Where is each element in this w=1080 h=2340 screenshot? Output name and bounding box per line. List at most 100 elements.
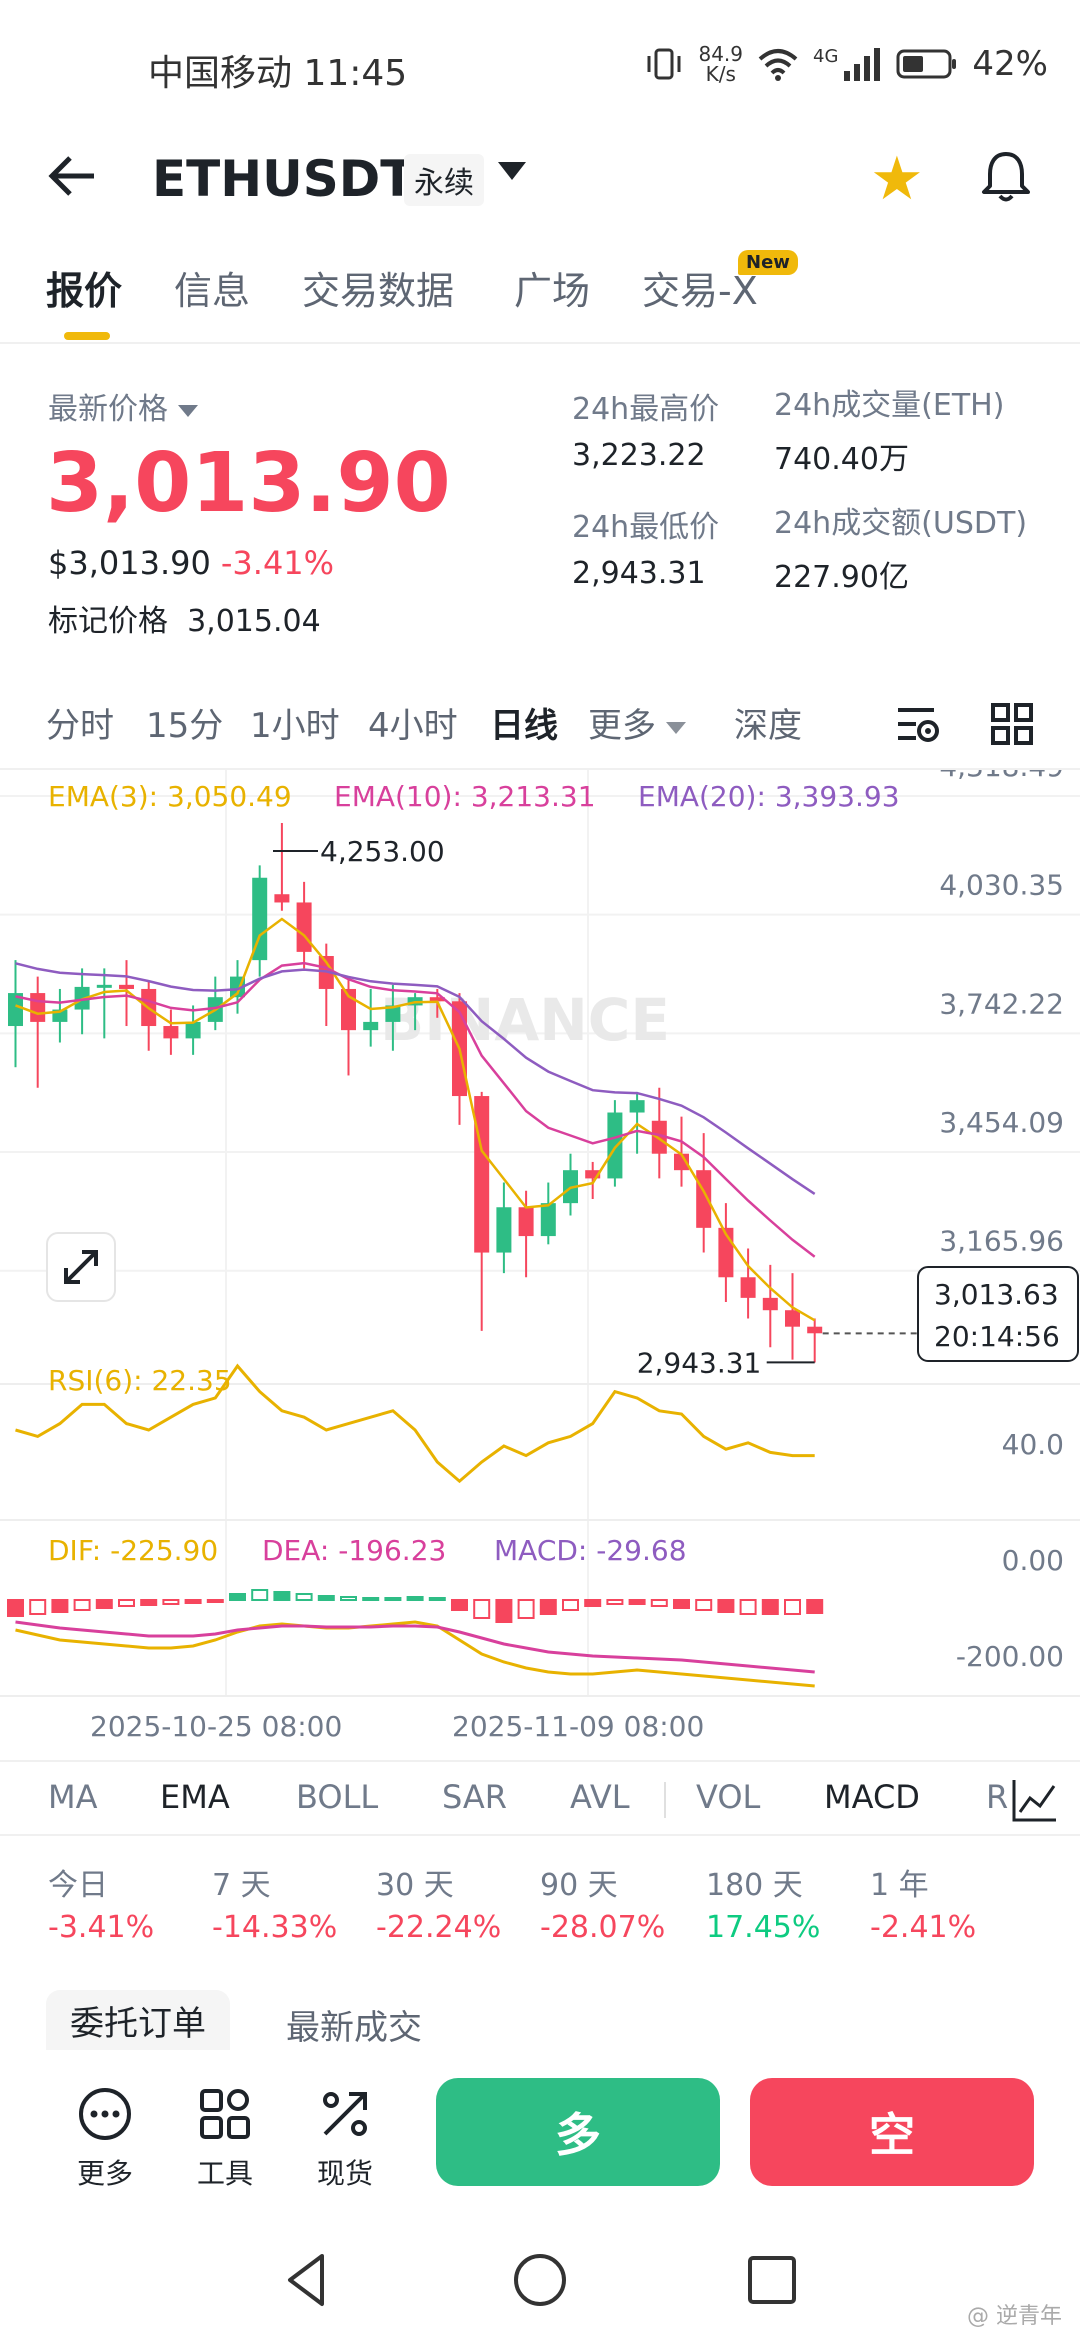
symbol-title[interactable]: ETHUSDT (152, 150, 415, 208)
indicator-rsi[interactable]: R (986, 1778, 1009, 1816)
latest-price-selector[interactable]: 最新价格 (48, 384, 198, 428)
indicator-chart-icon[interactable] (1010, 1776, 1060, 1824)
back-button[interactable] (44, 148, 114, 218)
more-dots-icon (79, 2088, 131, 2140)
candle-body (496, 1207, 512, 1253)
rsi-tick: 40.0 (1002, 1428, 1064, 1461)
macd-bar (628, 1599, 646, 1605)
change-percent: -3.41% (220, 544, 335, 582)
candle-body (518, 1207, 534, 1237)
interval-more-label: 更多 (588, 706, 656, 746)
perf-7d: 7 天 -14.33% (212, 1860, 337, 1945)
indicator-avl[interactable]: AVL (570, 1778, 630, 1816)
stat-24h-high: 24h最高价 3,223.22 (572, 384, 719, 473)
stat-value: 740.40万 (774, 442, 909, 477)
countdown: 20:14:56 (934, 1320, 1060, 1353)
indicator-sar[interactable]: SAR (442, 1778, 508, 1816)
layout-grid-icon[interactable] (988, 700, 1036, 748)
indicator-boll[interactable]: BOLL (296, 1778, 379, 1816)
kline-chart[interactable]: BINANCE 4,318.49 4,030.35 3,742.22 3,454.09… (0, 770, 1080, 1770)
fullscreen-button[interactable] (46, 1232, 116, 1302)
chart-settings-icon[interactable] (894, 700, 942, 748)
system-nav-bar: @ 逆青年 (0, 2220, 1080, 2340)
candle-body (607, 1112, 623, 1179)
symbol-dropdown-icon[interactable] (498, 162, 526, 180)
mark-price: 3,015.04 (187, 604, 321, 639)
interval-1d[interactable]: 日线 (490, 706, 558, 746)
stat-value: 3,223.22 (572, 438, 706, 473)
macd-bar (673, 1599, 690, 1609)
low-annotation: 2,943.31 (637, 1346, 762, 1379)
dea-label: DEA: -196.23 (262, 1534, 446, 1567)
more-button[interactable]: 更多 (60, 2086, 150, 2192)
high-annotation: 4,253.00 (320, 835, 445, 868)
candle-body (474, 1096, 490, 1253)
macd-bar (406, 1596, 424, 1601)
indicator-ma[interactable]: MA (48, 1778, 98, 1816)
macd-bar (251, 1589, 269, 1601)
net-speed-value: 84.9 (698, 42, 744, 66)
short-button[interactable]: 空 (750, 2078, 1034, 2186)
interval-timeline[interactable]: 分时 (46, 706, 114, 746)
macd-bar (7, 1599, 24, 1617)
macd-bar (451, 1599, 468, 1611)
interval-depth[interactable]: 深度 (734, 706, 802, 746)
macd-tick-zero: 0.00 (1002, 1544, 1064, 1577)
tab-info[interactable]: 信息 (174, 269, 251, 313)
nav-recents-icon[interactable] (742, 2250, 802, 2310)
last-price: 3,013.90 (46, 436, 451, 531)
bell-icon[interactable] (976, 146, 1036, 206)
favorite-star-icon[interactable]: ★ (870, 144, 924, 214)
tab-square[interactable]: 广场 (514, 269, 591, 313)
macd-bar (517, 1599, 535, 1619)
macd-bar (362, 1597, 380, 1601)
indicator-macd[interactable]: MACD (824, 1778, 920, 1816)
net-speed: 84.9 K/s (698, 44, 743, 84)
perf-30d: 30 天 -22.24% (376, 1860, 501, 1945)
current-price-tag (917, 1266, 1079, 1362)
perf-value: -2.41% (870, 1910, 977, 1945)
perf-90d: 90 天 -28.07% (540, 1860, 665, 1945)
tools-button[interactable]: 工具 (180, 2086, 270, 2192)
macd-bar (539, 1599, 557, 1615)
nav-home-icon[interactable] (510, 2250, 570, 2310)
interval-1h[interactable]: 1小时 (250, 706, 340, 746)
perf-label: 1 年 (870, 1868, 929, 1903)
candle-body (163, 1026, 179, 1039)
candle-body (629, 1100, 645, 1113)
nav-back-icon[interactable] (278, 2250, 338, 2310)
tab-trading-data[interactable]: 交易数据 (302, 269, 455, 313)
macd-bar (562, 1599, 579, 1611)
stat-label: 24h最高价 (572, 392, 720, 427)
macd-bar (184, 1599, 202, 1604)
status-bar: 中国移动 11:45 84.9 K/s 4G 42% (0, 0, 1080, 130)
interval-more[interactable]: 更多 (588, 698, 686, 747)
macd-bar (95, 1599, 113, 1609)
macd-bar (118, 1599, 135, 1607)
indicator-ema[interactable]: EMA (160, 1778, 230, 1816)
tab-trade-x[interactable]: 交易-X (642, 269, 758, 313)
tab-quote[interactable]: 报价 (46, 269, 123, 313)
long-button[interactable]: 多 (436, 2078, 720, 2186)
stat-24h-low: 24h最低价 2,943.31 (572, 502, 719, 591)
candle-body (540, 1203, 556, 1237)
usd-price-row: $3,013.90 -3.41% (48, 544, 334, 582)
tab-open-orders[interactable]: 委托订单 (46, 1990, 230, 2050)
price-tick-label: 3,165.96 (939, 1225, 1064, 1258)
interval-15m[interactable]: 15分 (146, 706, 224, 746)
usd-price: $3,013.90 (48, 544, 211, 582)
macd-bar (162, 1599, 180, 1605)
indicator-vol[interactable]: VOL (696, 1778, 761, 1816)
mark-price-row: 标记价格 3,015.04 (48, 596, 321, 640)
perf-label: 今日 (48, 1868, 108, 1903)
interval-4h[interactable]: 4小时 (368, 706, 458, 746)
macd-bar (229, 1593, 246, 1601)
tab-latest-trades[interactable]: 最新成交 (286, 2008, 422, 2048)
macd-tick-neg: -200.00 (956, 1640, 1064, 1673)
chart-grid (0, 770, 1080, 1696)
perf-label: 90 天 (540, 1868, 618, 1903)
candle-body (585, 1170, 601, 1179)
spot-button[interactable]: 现货 (300, 2086, 390, 2192)
perf-value: -14.33% (212, 1910, 338, 1945)
candle-body (785, 1310, 800, 1327)
